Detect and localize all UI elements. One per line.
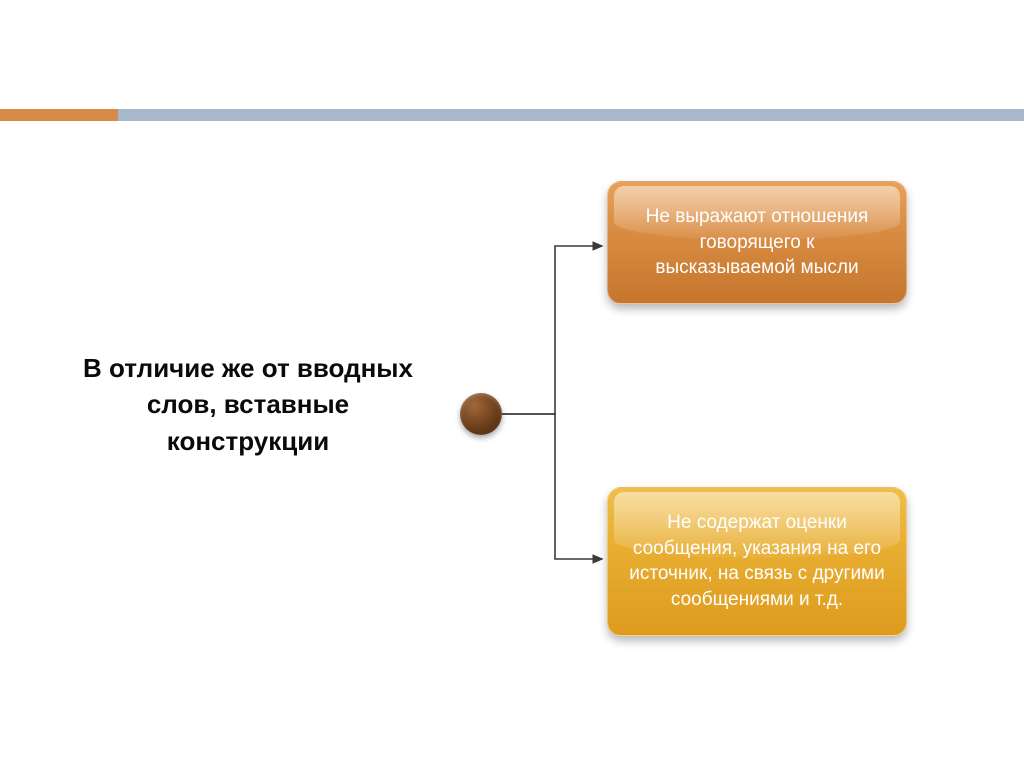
header-bar xyxy=(0,109,1024,121)
main-label: В отличие же от вводных слов, вставные к… xyxy=(78,350,418,459)
center-node xyxy=(460,393,502,435)
box-bottom-text: Не содержат оценки сообщения, указания н… xyxy=(629,512,884,610)
box-bottom: Не содержат оценки сообщения, указания н… xyxy=(607,487,907,636)
box-top: Не выражают отношения говорящего к выска… xyxy=(607,181,907,304)
box-top-text: Не выражают отношения говорящего к выска… xyxy=(646,206,869,278)
header-bar-accent xyxy=(0,109,118,121)
